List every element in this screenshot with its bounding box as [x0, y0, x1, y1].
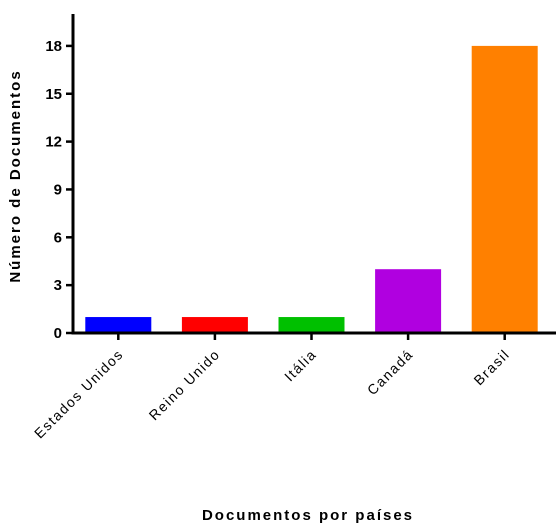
bar-canadá: [375, 269, 442, 333]
bar-reino-unido: [181, 317, 248, 333]
y-tick-label: 15: [45, 86, 62, 103]
x-tick-label: Estados Unidos: [31, 346, 127, 442]
y-tick-label: 12: [45, 134, 62, 151]
y-tick-label: 0: [54, 325, 62, 342]
bars-group: [85, 45, 538, 334]
bar-estados-unidos: [85, 317, 152, 333]
y-tick-label: 3: [54, 277, 62, 294]
x-tick-label: Brasil: [470, 346, 512, 388]
bar-brasil: [471, 45, 538, 334]
y-tick-label: 18: [45, 38, 62, 55]
y-tick-label: 9: [54, 181, 62, 198]
x-tick-label: Canadá: [364, 346, 416, 398]
y-tick-label: 6: [54, 229, 62, 246]
x-axis: Estados Unidos Reino Unido Itália Canadá Bra…: [31, 331, 556, 442]
x-axis-title: Documentos por países: [202, 507, 414, 524]
x-tick-label: Reino Unido: [146, 346, 223, 423]
bar-itália: [278, 317, 345, 333]
y-axis-title: Número de Documentos: [7, 69, 24, 282]
x-tick-label: Itália: [281, 346, 320, 385]
y-axis: 0 3 6 9 12 15 18: [45, 14, 75, 342]
